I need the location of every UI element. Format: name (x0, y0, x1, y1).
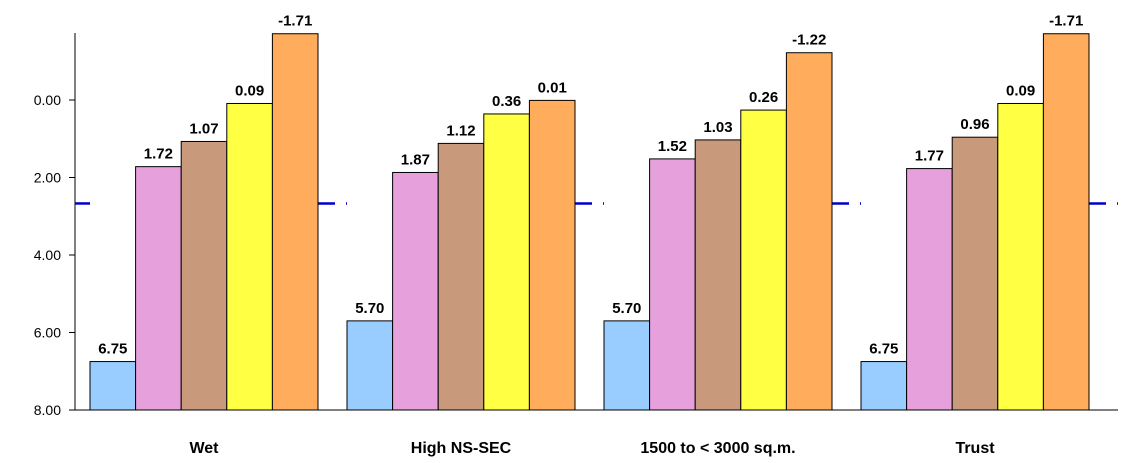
data-label: 6.75 (869, 341, 898, 358)
bar (740, 109, 787, 411)
data-label: -1.71 (278, 13, 312, 30)
bar (392, 171, 439, 411)
data-label: 1.07 (189, 120, 218, 137)
data-label: 6.75 (98, 341, 127, 358)
data-label: -1.71 (1049, 13, 1083, 30)
y-tick-label: 0.00 (34, 92, 61, 108)
data-label: 1.87 (401, 151, 430, 168)
data-label: 0.01 (538, 79, 567, 96)
bar (528, 99, 576, 411)
y-tick-label: 2.00 (34, 170, 61, 186)
bar (906, 168, 953, 411)
bar (694, 139, 742, 411)
bar (437, 142, 485, 411)
bar (180, 140, 228, 411)
bar (271, 33, 319, 411)
category-label: 1500 to < 3000 sq.m. (640, 440, 795, 457)
bar (1042, 33, 1090, 411)
category-label: Wet (189, 440, 219, 457)
y-tick-label: 8.00 (34, 402, 61, 418)
data-label: 5.70 (612, 300, 641, 317)
y-tick-label: 4.00 (34, 247, 61, 263)
data-label: 0.09 (235, 82, 264, 99)
data-label: 1.72 (144, 146, 173, 163)
data-label: 0.36 (492, 93, 521, 110)
category-labels-layer: Wet High NS-SEC 1500 to < 3000 sq.m. Trust (189, 440, 995, 457)
bar (483, 113, 530, 411)
bar (997, 102, 1044, 411)
y-tick-label: 6.00 (34, 325, 61, 341)
bar (135, 166, 182, 411)
data-label: 5.70 (355, 300, 384, 317)
data-label: 1.03 (703, 119, 732, 136)
bar (346, 320, 394, 411)
bar (226, 102, 273, 411)
data-labels-layer: 6.75 1.72 1.07 0.09 -1.71 5.70 1.87 1.12 0.36 0.0… (98, 13, 1083, 358)
data-label: 0.26 (749, 89, 778, 106)
category-label: High NS-SEC (411, 440, 512, 457)
bar (89, 361, 137, 411)
data-label: 1.12 (446, 122, 475, 139)
bars-layer (89, 33, 1090, 411)
data-label: 0.09 (1006, 82, 1035, 99)
bar (860, 361, 908, 411)
bar (649, 158, 696, 411)
bar (951, 136, 999, 411)
data-label: 1.52 (658, 138, 687, 155)
data-label: 1.77 (915, 148, 944, 165)
category-label: Trust (955, 440, 995, 457)
bar (603, 320, 651, 411)
data-label: 0.96 (960, 116, 989, 133)
bar (785, 52, 833, 411)
data-label: -1.22 (792, 32, 826, 49)
